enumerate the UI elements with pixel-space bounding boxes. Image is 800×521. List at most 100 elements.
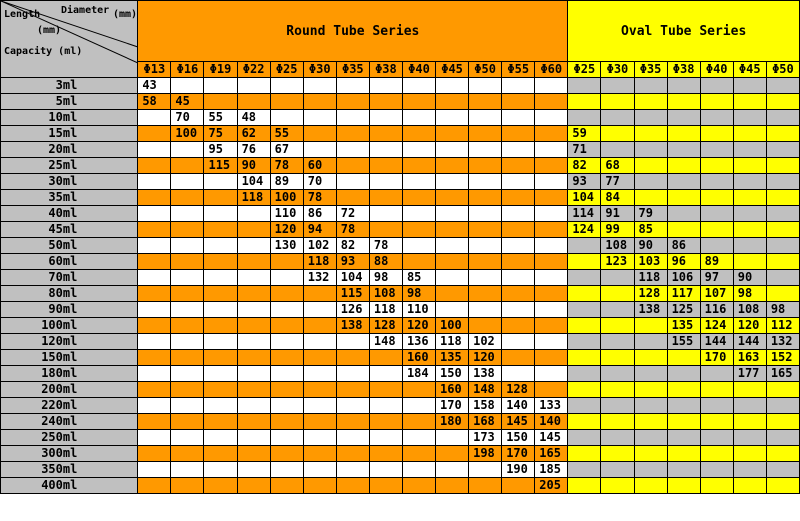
oval-length-cell: [567, 269, 602, 286]
oval-length-cell: [633, 349, 668, 366]
oval-length-cell: [666, 93, 701, 110]
round-length-cell: [501, 253, 536, 270]
oval-length-cell: [633, 397, 668, 414]
oval-length-cell: [699, 413, 734, 430]
round-length-cell: [435, 205, 470, 222]
round-length-cell: [335, 125, 370, 142]
oval-length-cell: [765, 381, 800, 398]
round-length-cell: [236, 253, 271, 270]
oval-length-cell: [633, 77, 668, 94]
round-length-cell: [137, 269, 172, 286]
round-length-cell: [335, 429, 370, 446]
round-diameter-header: Φ55: [501, 61, 536, 78]
round-length-cell: 100: [269, 189, 304, 206]
round-length-cell: [302, 317, 337, 334]
corner-header: Length Diameter (mm) (mm) Capacity (ml): [0, 0, 139, 78]
round-length-cell: [401, 109, 437, 126]
oval-length-cell: [699, 189, 734, 206]
round-length-cell: 205: [534, 477, 569, 494]
round-length-cell: [501, 285, 536, 302]
oval-length-cell: [765, 413, 800, 430]
round-length-cell: [401, 157, 437, 174]
oval-length-cell: [567, 461, 602, 478]
oval-length-cell: [765, 429, 800, 446]
capacity-cell: 120ml: [0, 333, 139, 350]
oval-length-cell: [732, 397, 767, 414]
round-length-cell: [269, 269, 304, 286]
table-row: 400ml 205: [0, 477, 800, 494]
round-length-cell: [435, 141, 470, 158]
round-length-cell: [335, 445, 370, 462]
table-row: 200ml 160 148 128: [0, 381, 800, 398]
round-length-cell: [170, 157, 205, 174]
round-length-cell: [501, 157, 536, 174]
round-length-cell: [170, 365, 205, 382]
oval-length-cell: 68: [600, 157, 635, 174]
round-length-cell: [468, 221, 503, 238]
oval-length-cell: [600, 445, 635, 462]
round-length-cell: [435, 301, 470, 318]
round-length-cell: [137, 333, 172, 350]
oval-length-cell: 123: [600, 253, 635, 270]
oval-length-cell: [765, 125, 800, 142]
round-length-cell: [368, 349, 403, 366]
oval-length-cell: [600, 125, 635, 142]
round-length-cell: [170, 173, 205, 190]
round-length-cell: [534, 173, 569, 190]
round-length-cell: 168: [468, 413, 503, 430]
oval-length-cell: [666, 221, 701, 238]
oval-length-cell: [633, 141, 668, 158]
round-length-cell: 48: [236, 109, 271, 126]
oval-length-cell: 116: [699, 301, 734, 318]
oval-length-cell: 99: [600, 221, 635, 238]
round-length-cell: [170, 141, 205, 158]
round-length-cell: [170, 237, 205, 254]
oval-length-cell: [567, 77, 602, 94]
round-length-cell: [501, 173, 536, 190]
round-length-cell: [534, 237, 569, 254]
oval-length-cell: 103: [633, 253, 668, 270]
round-length-cell: 128: [368, 317, 403, 334]
round-length-cell: 126: [335, 301, 370, 318]
round-length-cell: [269, 429, 304, 446]
oval-length-cell: [633, 317, 668, 334]
oval-length-cell: [666, 157, 701, 174]
round-length-cell: [468, 285, 503, 302]
round-length-cell: [236, 77, 271, 94]
round-diameter-header: Φ45: [435, 61, 470, 78]
round-length-cell: [435, 93, 470, 110]
round-length-cell: [468, 301, 503, 318]
round-length-cell: [137, 445, 172, 462]
oval-length-cell: [600, 413, 635, 430]
oval-length-cell: [699, 381, 734, 398]
tube-size-table: Length Diameter (mm) (mm) Capacity (ml) …: [0, 0, 800, 494]
round-length-cell: [468, 189, 503, 206]
round-length-cell: [170, 461, 205, 478]
oval-length-cell: [567, 93, 602, 110]
round-length-cell: 62: [236, 125, 271, 142]
capacity-cell: 200ml: [0, 381, 139, 398]
oval-length-cell: [666, 365, 701, 382]
round-length-cell: [534, 381, 569, 398]
capacity-cell: 60ml: [0, 253, 139, 270]
round-length-cell: 78: [368, 237, 403, 254]
round-length-cell: [501, 333, 536, 350]
round-length-cell: [501, 221, 536, 238]
round-length-cell: [137, 173, 172, 190]
oval-length-cell: [699, 429, 734, 446]
round-length-cell: 148: [368, 333, 403, 350]
round-length-cell: 86: [302, 205, 337, 222]
round-length-cell: [368, 157, 403, 174]
oval-length-cell: [666, 461, 701, 478]
capacity-cell: 100ml: [0, 317, 139, 334]
oval-length-cell: [699, 221, 734, 238]
round-length-cell: [137, 381, 172, 398]
round-length-cell: [137, 317, 172, 334]
round-length-cell: 170: [501, 445, 536, 462]
oval-length-cell: 152: [765, 349, 800, 366]
round-length-cell: [335, 461, 370, 478]
oval-length-cell: 59: [567, 125, 602, 142]
round-length-cell: [401, 221, 437, 238]
round-length-cell: [203, 189, 238, 206]
round-length-cell: [468, 77, 503, 94]
